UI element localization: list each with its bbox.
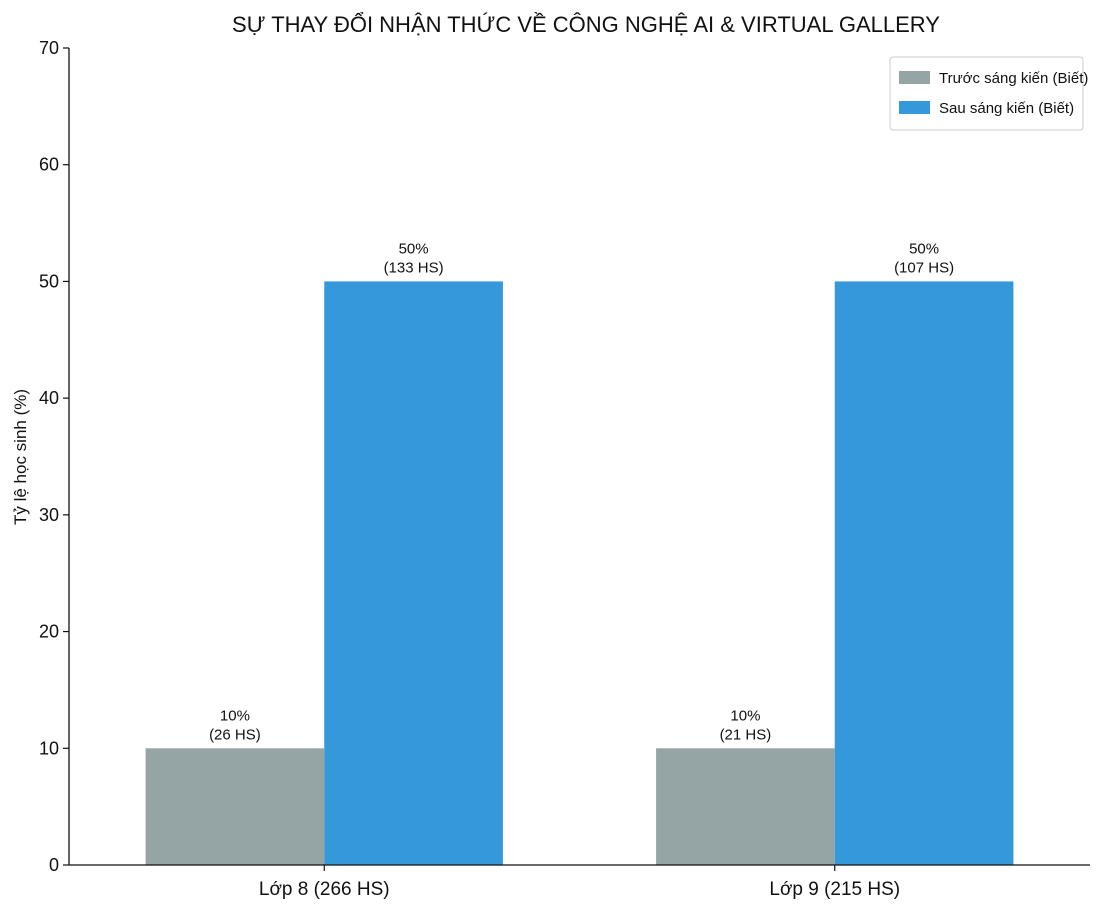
y-axis-label: Tỷ lệ học sinh (%) xyxy=(11,389,30,525)
y-tick-label: 70 xyxy=(39,38,59,58)
legend-swatch xyxy=(899,71,930,84)
bar xyxy=(145,748,325,865)
x-tick-label: Lớp 9 (215 HS) xyxy=(769,879,900,900)
y-tick-label: 50 xyxy=(39,271,59,291)
y-tick-label: 40 xyxy=(39,388,59,408)
y-tick-label: 60 xyxy=(39,155,59,175)
x-tick-label: Lớp 8 (266 HS) xyxy=(259,879,390,900)
bar-data-label-line: (26 HS) xyxy=(209,726,261,743)
y-tick-label: 20 xyxy=(39,622,59,642)
plot-area: 10% (26 HS) 10% (21 HS) 50% (133 HS) 50% (107 H… xyxy=(39,38,1090,900)
legend-entry-label: Sau sáng kiến (Biết) xyxy=(939,100,1074,117)
chart-title: SỰ THAY ĐỔI NHẬN THỨC VỀ CÔNG NGHỆ AI & … xyxy=(232,12,940,37)
legend-entry-label: Trước sáng kiến (Biết) xyxy=(939,70,1088,87)
y-tick-label: 30 xyxy=(39,505,59,525)
y-tick-label: 0 xyxy=(49,855,59,875)
bar-data-label: 10% (21 HS) xyxy=(720,707,772,743)
bar-data-label-line: (133 HS) xyxy=(384,259,444,276)
bar-data-label: 10% (26 HS) xyxy=(209,707,261,743)
bar-data-label-line: 50% xyxy=(399,240,429,257)
bar-data-label-line: (21 HS) xyxy=(720,726,772,743)
bar-data-label-line: 10% xyxy=(730,707,760,724)
legend-swatch xyxy=(899,101,930,114)
bar-data-label-line: (107 HS) xyxy=(894,259,954,276)
bar xyxy=(324,281,503,865)
bar xyxy=(656,748,835,865)
legend: Trước sáng kiến (Biết) Sau sáng kiến (Biế… xyxy=(889,56,1088,131)
bar-data-label-line: 50% xyxy=(909,240,939,257)
bar-data-label-line: 10% xyxy=(220,707,250,724)
bar-data-label: 50% (107 HS) xyxy=(894,240,954,276)
legend-box xyxy=(889,56,1084,131)
bar-data-label: 50% (133 HS) xyxy=(384,240,444,276)
y-tick-label: 10 xyxy=(39,738,59,758)
bar xyxy=(834,281,1014,865)
